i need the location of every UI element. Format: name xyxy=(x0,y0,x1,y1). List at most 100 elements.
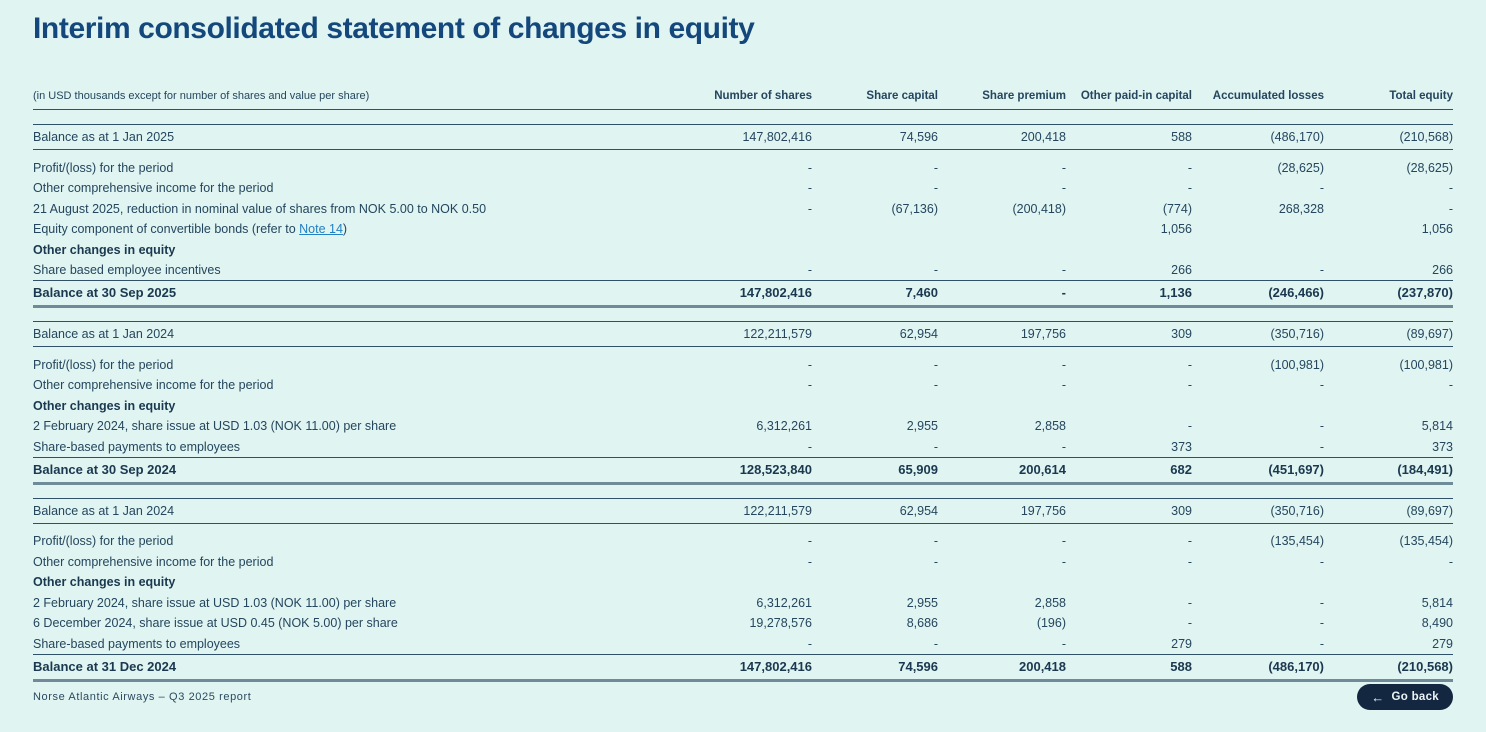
cell-value: (100,981) xyxy=(1270,357,1324,372)
closing-balance-row: Balance at 30 Sep 2025 147,802,416 7,460-1… xyxy=(33,280,1453,308)
cell-value: 19,278,576 xyxy=(749,616,812,631)
cell-value: - xyxy=(1319,616,1324,631)
cell-value: (200,418) xyxy=(1012,201,1066,216)
cell-value: 6,312,261 xyxy=(756,419,812,434)
cell-value: 2,858 xyxy=(1034,419,1066,434)
cell-value: - xyxy=(1187,534,1192,549)
cell-value: (486,170) xyxy=(1192,653,1324,682)
row-label: Profit/(loss) for the period xyxy=(33,160,174,175)
cell-value: - xyxy=(1187,595,1192,610)
row-label: Equity component of convertible bonds (r… xyxy=(33,219,683,240)
cell-value: - xyxy=(1061,534,1066,549)
cell-value: 65,909 xyxy=(812,456,938,485)
cell-value: 373 xyxy=(1432,439,1453,454)
cell-value: (89,697) xyxy=(1324,497,1453,524)
cell-value xyxy=(812,240,938,261)
row-label: 21 August 2025, reduction in nominal val… xyxy=(33,201,487,216)
cell-value: 74,596 xyxy=(812,653,938,682)
row-label: 2 February 2024, share issue at USD 1.03… xyxy=(33,595,397,610)
cell-value: - xyxy=(938,280,1066,308)
cell-value: (237,870) xyxy=(1324,280,1453,308)
cell-value: 8,686 xyxy=(906,616,938,631)
cell-value: 8,490 xyxy=(1421,616,1453,631)
cell-value: 1,136 xyxy=(1066,280,1192,308)
equity-statement-table: (in USD thousands except for number of s… xyxy=(33,90,1453,682)
cell-value: (89,697) xyxy=(1324,321,1453,347)
go-back-label: Go back xyxy=(1391,691,1439,703)
cell-value: - xyxy=(1319,439,1324,454)
cell-value: - xyxy=(1061,636,1066,651)
cell-value: (350,716) xyxy=(1192,321,1324,347)
cell-value: 122,211,579 xyxy=(683,321,812,347)
spacer-row xyxy=(33,150,1453,158)
spacer-row xyxy=(33,523,1453,531)
cell-value: (28,625) xyxy=(1406,160,1453,175)
cell-value: - xyxy=(1319,181,1324,196)
cell-value: (246,466) xyxy=(1192,280,1324,308)
cell-value: 5,814 xyxy=(1421,595,1453,610)
cell-value xyxy=(1192,396,1324,417)
cell-value xyxy=(1192,219,1324,240)
row-label: Other changes in equity xyxy=(33,575,176,590)
movement-row: 6 December 2024, share issue at USD 0.45… xyxy=(33,613,1453,634)
cell-value xyxy=(1066,572,1192,593)
row-label: Other comprehensive income for the perio… xyxy=(33,378,274,393)
row-label: Other comprehensive income for the perio… xyxy=(33,554,274,569)
cell-value: - xyxy=(1319,636,1324,651)
cell-value: 268,328 xyxy=(1278,201,1324,216)
closing-balance-row: Balance at 31 Dec 2024 147,802,416 74,596 2… xyxy=(33,653,1453,682)
cell-value: - xyxy=(1061,554,1066,569)
cell-value: - xyxy=(933,263,938,277)
cell-value: 74,596 xyxy=(812,124,938,150)
cell-value: (210,568) xyxy=(1324,124,1453,150)
cell-value: - xyxy=(1448,181,1453,196)
cell-value: - xyxy=(807,181,812,196)
cell-value: - xyxy=(807,263,812,277)
cell-value xyxy=(1324,396,1453,417)
cell-value: - xyxy=(933,636,938,651)
cell-value: - xyxy=(807,357,812,372)
cell-value: - xyxy=(1448,554,1453,569)
cell-value: 1,056 xyxy=(1421,222,1453,237)
column-header-number-of-shares: Number of shares xyxy=(683,90,812,110)
cell-value: - xyxy=(807,378,812,393)
note-14-link[interactable]: Note 14 xyxy=(299,222,343,237)
cell-value: - xyxy=(1319,378,1324,393)
cell-value: 6,312,261 xyxy=(756,595,812,610)
cell-value: - xyxy=(1448,201,1453,216)
row-label: Other changes in equity xyxy=(33,242,176,257)
row-label: Balance at 30 Sep 2024 xyxy=(33,456,683,485)
cell-value: 588 xyxy=(1066,124,1192,150)
row-label: Other changes in equity xyxy=(33,398,176,413)
cell-value: 128,523,840 xyxy=(683,456,812,485)
cell-value xyxy=(812,219,938,240)
column-header-accumulated-losses: Accumulated losses xyxy=(1192,90,1324,110)
cell-value: 197,756 xyxy=(938,321,1066,347)
cell-value: (486,170) xyxy=(1192,124,1324,150)
report-footer-label: Norse Atlantic Airways – Q3 2025 report xyxy=(33,691,252,703)
cell-value xyxy=(812,572,938,593)
row-label: Balance at 31 Dec 2024 xyxy=(33,653,683,682)
cell-value: 197,756 xyxy=(938,497,1066,524)
cell-value: 200,418 xyxy=(938,653,1066,682)
movement-row: Equity component of convertible bonds (r… xyxy=(33,219,1453,240)
cell-value: 588 xyxy=(1066,653,1192,682)
movement-row: 21 August 2025, reduction in nominal val… xyxy=(33,199,1453,220)
cell-value: - xyxy=(1061,181,1066,196)
column-header-share-capital: Share capital xyxy=(812,90,938,110)
cell-value: - xyxy=(933,160,938,175)
cell-value: 200,614 xyxy=(938,456,1066,485)
cell-value: (184,491) xyxy=(1324,456,1453,485)
cell-value: 200,418 xyxy=(938,124,1066,150)
cell-value: (28,625) xyxy=(1277,160,1324,175)
opening-balance-row: Balance as at 1 Jan 2024 122,211,579 62,95… xyxy=(33,321,1453,347)
movement-row: Share-based payments to employees - - - 279 -… xyxy=(33,634,1453,655)
cell-value xyxy=(1324,572,1453,593)
cell-value: 309 xyxy=(1066,321,1192,347)
cell-value: - xyxy=(1319,419,1324,434)
movement-row: 2 February 2024, share issue at USD 1.03… xyxy=(33,416,1453,437)
cell-value xyxy=(1192,572,1324,593)
go-back-button[interactable]: ← Go back xyxy=(1357,684,1453,710)
movement-row: Other comprehensive income for the perio… xyxy=(33,375,1453,396)
cell-value: - xyxy=(1187,357,1192,372)
